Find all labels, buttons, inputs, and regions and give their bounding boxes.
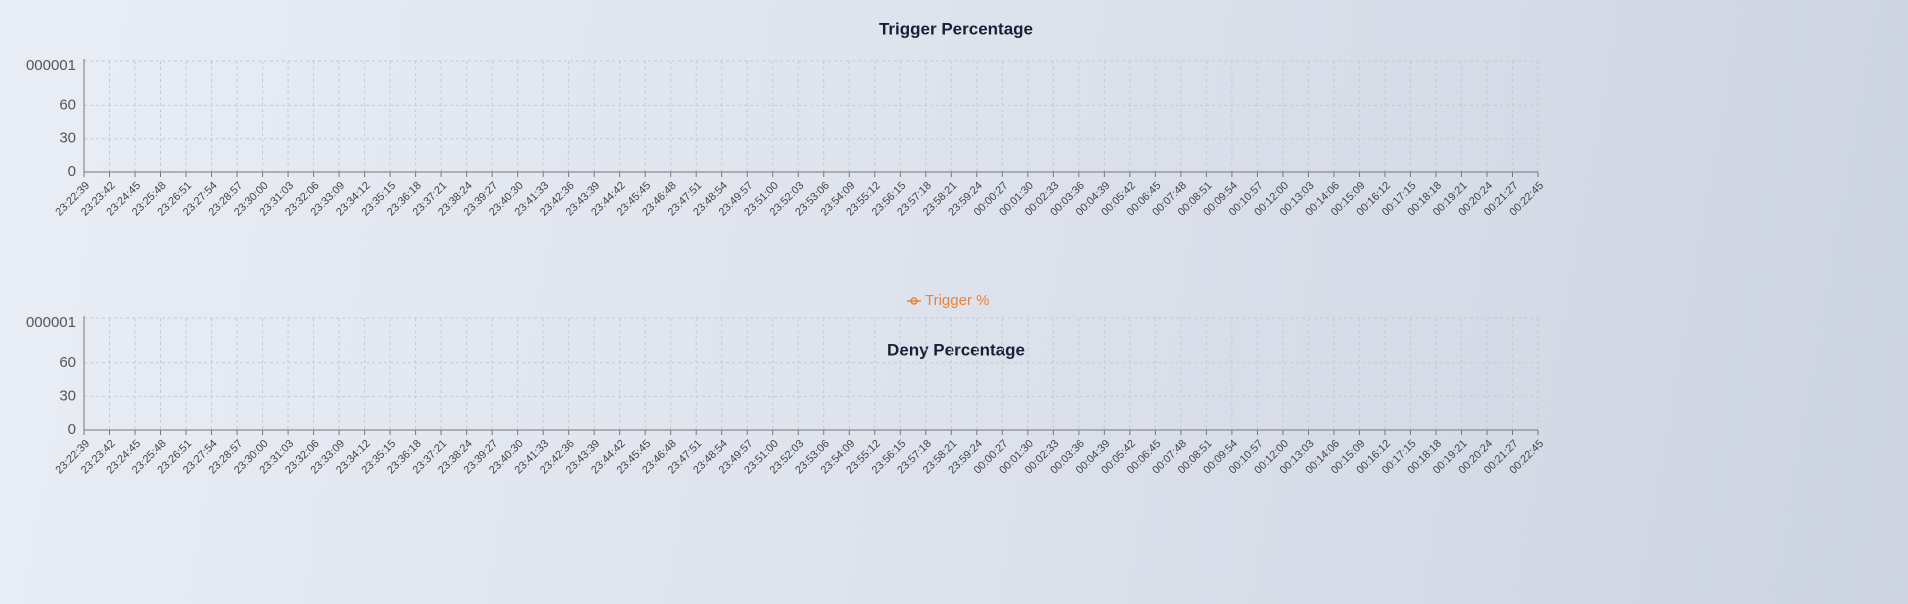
legend-marker xyxy=(910,297,918,305)
y-tick-label: 60 xyxy=(59,96,76,113)
y-tick-label: 000001 xyxy=(26,57,76,74)
y-tick-label: 000001 xyxy=(26,314,76,331)
y-tick-label: 30 xyxy=(59,130,76,147)
chart-title: Trigger Percentage xyxy=(879,19,1033,38)
y-tick-label: 60 xyxy=(59,354,76,371)
y-tick-label: 30 xyxy=(59,387,76,404)
legend-label: Trigger % xyxy=(925,292,989,309)
chart-title: Deny Percentage xyxy=(887,340,1025,359)
y-tick-label: 0 xyxy=(68,421,76,438)
y-tick-label: 0 xyxy=(68,163,76,180)
